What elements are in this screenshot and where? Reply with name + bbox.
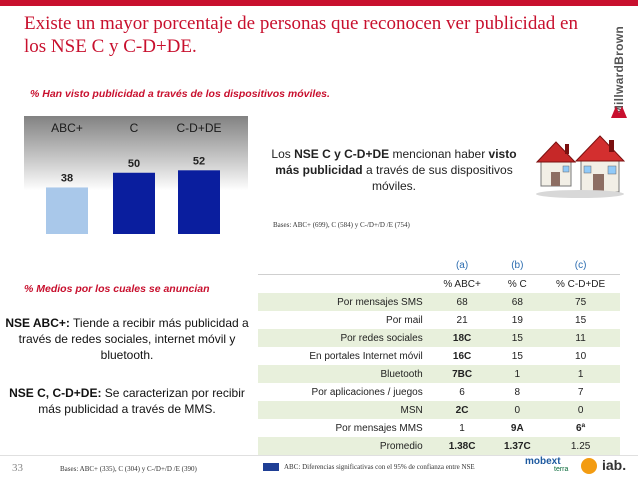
- table-row: Por mensajes SMS 68 68 75: [258, 293, 620, 311]
- header-c: % C: [493, 274, 542, 293]
- table-cell: 7: [577, 386, 584, 398]
- table-cell: 9A: [510, 422, 524, 434]
- table-cell: 18C: [430, 329, 494, 347]
- table-cell: 11: [541, 329, 620, 347]
- table-cell: 1: [541, 365, 620, 383]
- media-table: (a) (b) (c) % ABC+ % C % C-D+DE Por mens…: [258, 256, 620, 455]
- mobext-logo: mobext: [525, 456, 561, 467]
- table-cell: 75: [541, 293, 620, 311]
- millwardbrown-mark-icon: [611, 106, 627, 118]
- table-row: Por aplicaciones / juegos 6 8 7: [258, 383, 620, 401]
- header-cdde: % C-D+DE: [541, 274, 620, 293]
- note-abc-text: Tiende a recibir más publicidad a través…: [18, 316, 249, 362]
- callout-suffix: a través de sus dispositivos móviles.: [362, 163, 513, 193]
- callout-middle: mencionan haber: [389, 147, 489, 161]
- footer-divider: [0, 455, 638, 456]
- table-cell: 6: [459, 386, 465, 398]
- table-cell: 8: [514, 386, 521, 398]
- table-row: Bluetooth 7BC 1 1: [258, 365, 620, 383]
- table-row: Promedio 1.38C 1.37C 1.25: [258, 437, 620, 455]
- table-cell: 15: [493, 329, 542, 347]
- table-cell: 6ª: [575, 422, 586, 434]
- table-cell: 10: [575, 350, 587, 362]
- note-c-cdde: NSE C, C-D+DE: Se caracterizan por recib…: [4, 385, 250, 417]
- section-heading-media: % Medios por los cuales se anuncian: [24, 283, 210, 295]
- callout-bold-more: visto más publicidad: [275, 147, 517, 177]
- table-cell: 0: [541, 401, 620, 419]
- callout-bold-nse: NSE C y C-D+DE: [294, 147, 390, 161]
- significance-legend: ABC: Diferencias significativas con el 9…: [284, 463, 475, 471]
- note-c-cdde-label: NSE C, C-D+DE:: [9, 386, 102, 400]
- terra-mark-icon: [581, 458, 597, 474]
- bar-value-label: 52: [193, 155, 205, 167]
- row-label: MSN: [258, 401, 431, 419]
- code-c: (c): [574, 259, 587, 271]
- table-row: En portales Internet móvil 16C 15 10: [258, 347, 620, 365]
- table-cell: 1: [493, 365, 542, 383]
- row-label: Por mail: [386, 314, 423, 326]
- bar-abc-: [46, 187, 88, 234]
- code-b: (b): [511, 259, 524, 271]
- row-label: Por aplicaciones / juegos: [311, 386, 423, 398]
- code-a: (a): [455, 259, 469, 271]
- page-title: Existe un mayor porcentaje de personas q…: [24, 13, 578, 57]
- table-cell: 15: [575, 314, 587, 326]
- row-label: Promedio: [258, 437, 431, 455]
- table-cell: 1: [459, 422, 465, 434]
- category-label: C: [130, 121, 139, 135]
- table-row: MSN 2C 0 0: [258, 401, 620, 419]
- note-abc: NSE ABC+: Tiende a recibir más publicida…: [4, 315, 250, 363]
- bar-value-label: 38: [61, 172, 73, 184]
- bar-c: [113, 172, 155, 234]
- row-label: Por mensajes SMS: [258, 293, 431, 311]
- bar-chart: 38 ABC+ 50 C 52 C-D+DE: [46, 121, 222, 234]
- table-cell: 15: [511, 350, 523, 362]
- table-row: Por redes sociales 18C 15 11: [258, 329, 620, 347]
- table-code-row: (a) (b) (c): [258, 256, 620, 275]
- bases-note-bottom: Bases: ABC+ (335), C (304) y C-/D+/D /E …: [60, 465, 197, 473]
- terra-logo: terra: [554, 466, 569, 473]
- table-cell: 21: [456, 314, 468, 326]
- table-cell: 16C: [452, 350, 472, 362]
- table-cell: 0: [493, 401, 542, 419]
- table-cell: 68: [493, 293, 542, 311]
- section-heading-mobile-ads: % Han visto publicidad a través de los d…: [30, 88, 330, 100]
- header-abc: % ABC+: [430, 274, 494, 293]
- row-label: Por redes sociales: [258, 329, 431, 347]
- table-cell: 1.25: [541, 437, 620, 455]
- table-cell: 1.38C: [430, 437, 494, 455]
- page-number: 33: [12, 462, 23, 474]
- iab-logo: iab.: [602, 457, 627, 473]
- row-label: Por mensajes MMS: [335, 422, 423, 434]
- table-row: Por mensajes MMS 1 9A 6ª: [258, 419, 620, 437]
- row-label: En portales Internet móvil: [309, 350, 423, 362]
- category-label: C-D+DE: [176, 121, 221, 135]
- note-abc-label: NSE ABC+:: [5, 316, 70, 330]
- category-label: ABC+: [51, 121, 83, 135]
- row-label: Bluetooth: [258, 365, 431, 383]
- legend-swatch: [263, 463, 279, 471]
- bases-note-top: Bases: ABC+ (699), C (584) y C-/D+/D /E …: [273, 221, 410, 229]
- table-cell: 2C: [430, 401, 494, 419]
- table-cell: 68: [430, 293, 494, 311]
- top-accent-bar: [0, 0, 638, 6]
- note-c-cdde-text: Se caracterizan por recibir más publicid…: [38, 386, 245, 416]
- table-cell: 19: [511, 314, 523, 326]
- houses-icon: [535, 135, 625, 198]
- table-cell: 1.37C: [493, 437, 542, 455]
- bar-value-label: 50: [128, 158, 140, 170]
- callout-text: Los NSE C y C-D+DE mencionan haber visto…: [268, 146, 520, 194]
- callout-prefix: Los: [271, 147, 295, 161]
- table-header-row: % ABC+ % C % C-D+DE: [258, 274, 620, 293]
- bar-c-d-de: [178, 170, 220, 234]
- table-row: Por mail 21 19 15: [258, 311, 620, 329]
- table-cell: 7BC: [430, 365, 494, 383]
